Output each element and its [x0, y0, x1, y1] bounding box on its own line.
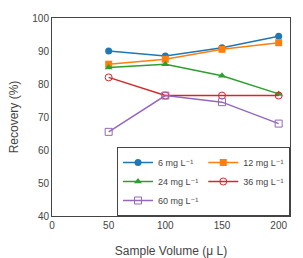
svg-text:50: 50	[103, 220, 115, 231]
svg-text:12 mg L⁻¹: 12 mg L⁻¹	[243, 158, 283, 168]
svg-text:150: 150	[214, 220, 231, 231]
svg-text:80: 80	[38, 79, 50, 90]
svg-text:70: 70	[38, 112, 50, 123]
svg-text:0: 0	[49, 220, 55, 231]
svg-text:6 mg L⁻¹: 6 mg L⁻¹	[158, 158, 193, 168]
svg-text:200: 200	[270, 220, 287, 231]
svg-text:100: 100	[32, 13, 49, 24]
svg-text:60: 60	[38, 145, 50, 156]
svg-text:50: 50	[38, 178, 50, 189]
svg-text:24 mg L⁻¹: 24 mg L⁻¹	[158, 177, 198, 187]
svg-text:40: 40	[38, 211, 50, 222]
svg-text:Sample Volume (μ L): Sample Volume (μ L)	[115, 244, 227, 258]
svg-text:90: 90	[38, 46, 50, 57]
svg-text:36 mg L⁻¹: 36 mg L⁻¹	[243, 177, 283, 187]
svg-text:60 mg L⁻¹: 60 mg L⁻¹	[158, 196, 198, 206]
svg-text:Recovery (%): Recovery (%)	[7, 81, 21, 154]
svg-text:100: 100	[157, 220, 174, 231]
